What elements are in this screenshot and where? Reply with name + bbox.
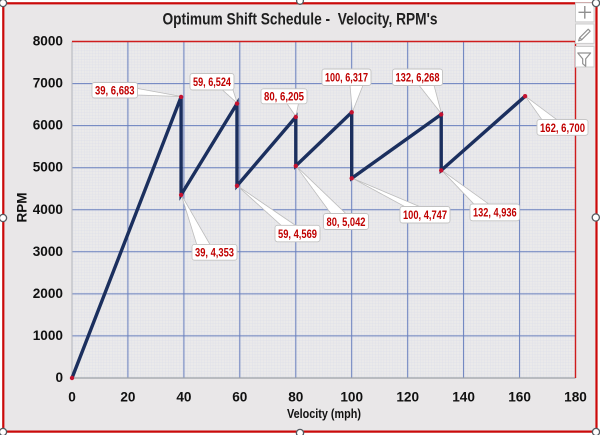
- svg-text:80, 5,042: 80, 5,042: [327, 215, 366, 229]
- svg-text:RPM: RPM: [15, 193, 30, 223]
- svg-text:2000: 2000: [33, 286, 63, 301]
- svg-text:59, 4,569: 59, 4,569: [278, 227, 317, 241]
- svg-text:80, 6,205: 80, 6,205: [264, 90, 304, 104]
- svg-text:0: 0: [55, 370, 63, 385]
- svg-text:132, 6,268: 132, 6,268: [396, 71, 440, 85]
- svg-text:100, 6,317: 100, 6,317: [325, 71, 368, 85]
- svg-text:3000: 3000: [33, 244, 63, 259]
- svg-text:162, 6,700: 162, 6,700: [540, 121, 585, 135]
- svg-text:40: 40: [176, 390, 191, 405]
- svg-text:Velocity (mph): Velocity (mph): [287, 407, 361, 421]
- svg-text:140: 140: [452, 390, 475, 405]
- svg-text:0: 0: [68, 390, 76, 405]
- svg-text:39, 6,683: 39, 6,683: [95, 84, 135, 98]
- svg-text:120: 120: [396, 390, 419, 405]
- svg-text:Optimum Shift Schedule - Velo: Optimum Shift Schedule - Velocity, RPM's: [163, 10, 438, 29]
- svg-text:132, 4,936: 132, 4,936: [473, 206, 517, 220]
- svg-text:20: 20: [120, 390, 135, 405]
- svg-text:60: 60: [232, 390, 247, 405]
- svg-text:7000: 7000: [33, 76, 63, 91]
- svg-text:80: 80: [288, 390, 303, 405]
- svg-text:39, 4,353: 39, 4,353: [195, 246, 234, 260]
- svg-text:4000: 4000: [33, 202, 63, 217]
- svg-text:160: 160: [508, 390, 531, 405]
- svg-text:180: 180: [564, 390, 587, 405]
- svg-text:6000: 6000: [33, 118, 63, 133]
- svg-text:100: 100: [340, 390, 363, 405]
- svg-text:1000: 1000: [33, 328, 63, 343]
- svg-text:5000: 5000: [33, 160, 63, 175]
- svg-text:59, 6,524: 59, 6,524: [193, 75, 231, 89]
- svg-text:8000: 8000: [33, 34, 63, 49]
- svg-text:100, 4,747: 100, 4,747: [403, 208, 447, 222]
